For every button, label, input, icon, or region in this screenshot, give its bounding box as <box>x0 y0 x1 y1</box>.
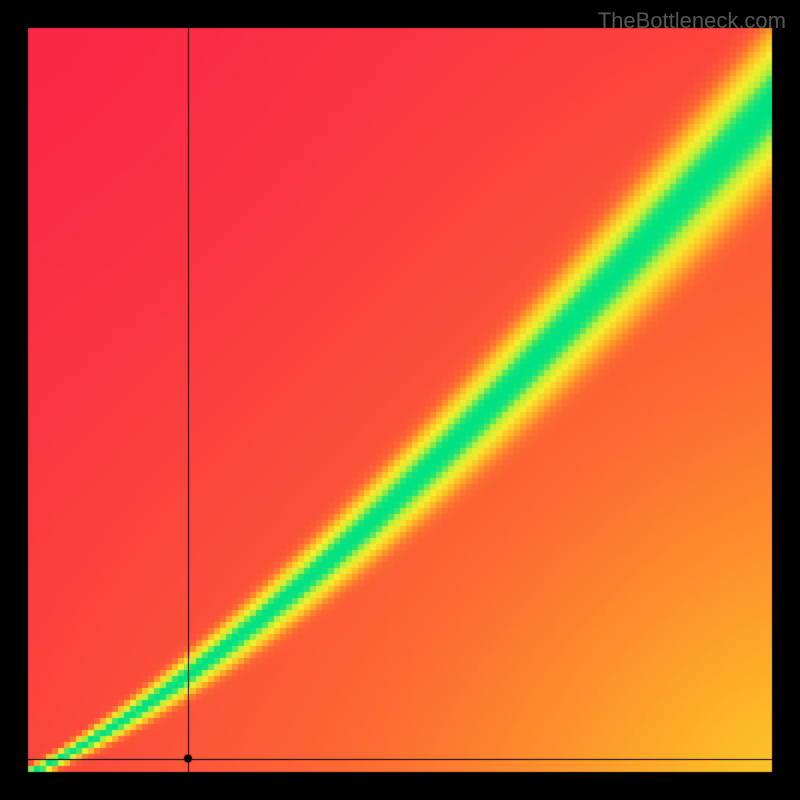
bottleneck-heatmap <box>0 0 800 800</box>
watermark-text: TheBottleneck.com <box>598 8 786 34</box>
